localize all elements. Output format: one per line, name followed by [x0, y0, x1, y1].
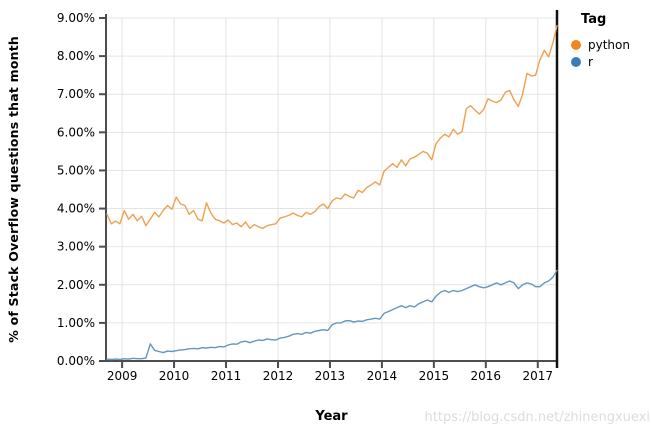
python-series-dot-icon — [571, 39, 581, 50]
r-series-dot-icon — [571, 56, 581, 67]
y-tick-label: 7.00% — [57, 87, 95, 101]
y-tick-label: 6.00% — [57, 125, 95, 139]
y-tick-label: 5.00% — [57, 163, 95, 177]
legend-item-r: r — [571, 53, 649, 70]
line-chart-canvas: 0.00% 1.00% 2.00% 3.00% 4.00% 5.00% 6.00% 7.00%… — [57, 10, 559, 383]
y-axis-title-wrap: % of Stack Overflow questions that month — [6, 0, 21, 378]
y-tick-label: 1.00% — [57, 316, 95, 330]
x-tick-label: 2017 — [523, 369, 554, 383]
legend-label-r: r — [588, 54, 593, 69]
x-tick-label: 2013 — [315, 369, 346, 383]
y-tick-label: 9.00% — [57, 11, 95, 25]
y-tick-label: 4.00% — [57, 202, 95, 216]
watermark-url: https://blog.csdn.net/zhinengxuexi — [424, 410, 650, 425]
y-axis-title: % of Stack Overflow questions that month — [6, 35, 21, 343]
x-axis-title: Year — [315, 409, 348, 424]
x-tick-label: 2012 — [263, 369, 294, 383]
r-series-line — [106, 269, 558, 361]
y-tick-label: 8.00% — [57, 49, 95, 63]
y-tick-label: 0.00% — [57, 354, 95, 368]
python-series-line — [106, 24, 558, 230]
legend-item-python: python — [571, 36, 649, 53]
x-tick-label: 2011 — [211, 369, 242, 383]
x-tick-label: 2016 — [471, 369, 502, 383]
y-tick-label: 2.00% — [57, 278, 95, 292]
x-tick-label: 2015 — [419, 369, 450, 383]
x-tick-label: 2010 — [159, 369, 190, 383]
legend-title: Tag — [581, 12, 607, 27]
y-tick-label: 3.00% — [57, 240, 95, 254]
legend: Tag python r — [571, 12, 649, 70]
legend-label-python: python — [588, 37, 630, 52]
x-tick-label: 2009 — [107, 369, 138, 383]
x-tick-label: 2014 — [367, 369, 398, 383]
